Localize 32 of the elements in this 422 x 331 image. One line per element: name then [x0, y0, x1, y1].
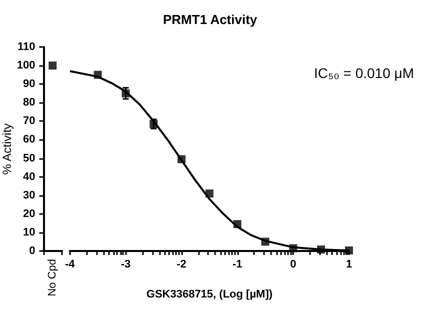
x-tick-label: No Cpd — [46, 259, 59, 296]
point — [317, 246, 326, 254]
x-tick-label: 0 — [290, 258, 296, 270]
chart-title: PRMT1 Activity — [163, 12, 258, 27]
y-tick-label: 110 — [18, 41, 36, 53]
x-tick-label: 1 — [346, 258, 352, 270]
point — [233, 220, 242, 228]
y-tick-label: 20 — [23, 208, 36, 220]
y-tick-label: 80 — [23, 96, 36, 109]
y-tick-label: 90 — [23, 78, 36, 90]
point — [205, 190, 214, 198]
point — [122, 89, 130, 98]
y-axis-title: % Activity — [0, 123, 14, 175]
y-tick-label: 70 — [23, 115, 36, 128]
x-axis-title: GSK3368715, (Log [µM]) — [146, 288, 273, 300]
y-tick-label: 50 — [23, 152, 36, 164]
point — [345, 246, 353, 254]
x-tick-label: -3 — [120, 258, 131, 270]
x-tick-label: -4 — [65, 258, 76, 270]
point — [261, 238, 270, 246]
point — [178, 155, 186, 164]
x-tick-label: -2 — [176, 258, 186, 270]
point — [289, 244, 298, 252]
y-tick-label: 0 — [29, 245, 36, 257]
point — [94, 70, 102, 79]
y-tick-label: 10 — [23, 226, 36, 238]
y-tick-label: 100 — [16, 60, 36, 72]
y-tick-label: 60 — [23, 134, 36, 146]
y-tick-label: 40 — [23, 170, 36, 183]
x-tick-label: -1 — [232, 258, 242, 270]
y-tick-label: 30 — [23, 189, 36, 202]
annotation: IC₅₀ = 0.010 μM — [314, 65, 414, 81]
